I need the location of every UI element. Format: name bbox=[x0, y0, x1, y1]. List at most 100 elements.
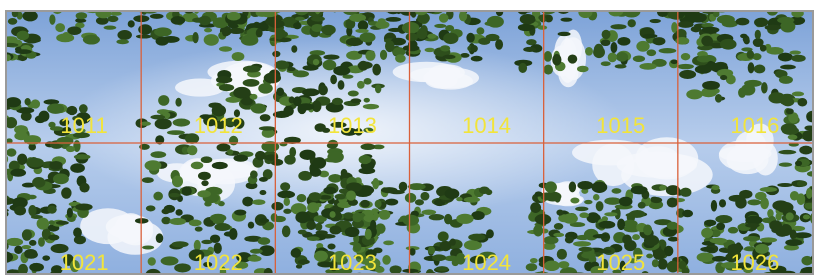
leaf bbox=[141, 6, 159, 14]
leaf bbox=[444, 214, 452, 224]
leaf bbox=[243, 79, 260, 87]
leaf bbox=[1, 43, 18, 47]
leaf bbox=[340, 0, 353, 5]
leaf bbox=[172, 176, 183, 188]
leaf bbox=[421, 210, 436, 215]
leaf bbox=[137, 0, 155, 8]
leaf bbox=[415, 199, 424, 205]
leaf bbox=[478, 38, 490, 45]
leaf bbox=[671, 60, 678, 64]
leaf bbox=[715, 94, 722, 103]
leaf bbox=[682, 210, 693, 218]
leaf bbox=[182, 186, 192, 196]
leaf bbox=[788, 0, 801, 7]
leaf bbox=[335, 194, 346, 199]
leaf bbox=[402, 22, 419, 34]
leaf bbox=[329, 226, 341, 235]
leaf bbox=[29, 263, 44, 272]
leaf bbox=[49, 220, 55, 225]
leaf bbox=[616, 52, 628, 62]
leaf bbox=[565, 236, 574, 243]
leaf bbox=[799, 146, 812, 155]
leaf bbox=[251, 103, 266, 113]
leaf bbox=[156, 233, 164, 243]
leaf bbox=[599, 221, 616, 229]
leaf bbox=[782, 127, 799, 135]
leaf bbox=[778, 53, 793, 62]
leaf bbox=[62, 32, 70, 39]
leaf bbox=[0, 217, 3, 225]
leaf bbox=[348, 90, 359, 96]
leaf bbox=[291, 45, 297, 52]
leaf bbox=[554, 223, 563, 230]
leaf bbox=[352, 213, 362, 223]
leaf bbox=[7, 0, 25, 7]
leaf bbox=[39, 111, 50, 122]
leaf bbox=[341, 169, 348, 177]
leaf bbox=[156, 37, 169, 46]
leaf bbox=[330, 211, 336, 218]
leaf bbox=[780, 65, 796, 70]
leaf bbox=[701, 36, 713, 47]
leaf bbox=[469, 3, 479, 9]
leaf bbox=[67, 208, 73, 218]
panel-label: 1025 bbox=[596, 250, 645, 275]
leaf bbox=[248, 222, 254, 229]
leaf bbox=[382, 0, 393, 4]
leaf bbox=[383, 240, 394, 245]
leaf bbox=[372, 64, 381, 76]
leaf bbox=[323, 55, 339, 60]
leaf bbox=[300, 2, 310, 6]
leaf bbox=[719, 199, 726, 207]
leaf bbox=[79, 104, 88, 113]
leaf bbox=[311, 16, 325, 21]
leaf bbox=[346, 182, 362, 192]
leaf bbox=[150, 151, 166, 158]
panel-label: 1015 bbox=[596, 113, 645, 138]
panel-label: 1014 bbox=[462, 113, 511, 138]
leaf bbox=[425, 48, 435, 52]
leaf bbox=[720, 75, 727, 80]
leaf bbox=[234, 0, 245, 2]
leaf bbox=[755, 192, 767, 200]
leaf bbox=[259, 177, 268, 182]
leaf bbox=[232, 52, 245, 61]
leaf bbox=[201, 156, 213, 163]
leaf bbox=[233, 0, 242, 1]
leaf bbox=[244, 0, 258, 7]
leaf bbox=[204, 201, 212, 206]
leaf bbox=[434, 0, 442, 8]
leaf bbox=[0, 120, 2, 130]
leaf bbox=[700, 247, 714, 252]
leaf bbox=[518, 24, 534, 31]
leaf bbox=[327, 243, 335, 249]
leaf bbox=[429, 214, 445, 220]
leaf bbox=[283, 209, 291, 214]
leaf bbox=[780, 224, 792, 236]
leaf bbox=[346, 191, 356, 201]
leaf bbox=[175, 98, 181, 107]
leaf bbox=[657, 8, 668, 17]
leaf bbox=[711, 185, 719, 190]
leaf bbox=[361, 143, 376, 150]
leaf bbox=[174, 263, 191, 272]
leaf bbox=[720, 39, 737, 50]
leaf bbox=[161, 208, 169, 214]
leaf bbox=[323, 187, 336, 195]
leaf bbox=[786, 212, 794, 220]
leaf bbox=[381, 187, 398, 193]
leaf bbox=[201, 240, 212, 244]
leaf bbox=[320, 0, 335, 6]
leaf bbox=[569, 181, 576, 192]
leaf bbox=[295, 17, 305, 21]
leaf bbox=[273, 3, 288, 10]
leaf bbox=[697, 56, 711, 63]
leaf bbox=[6, 148, 16, 156]
leaf bbox=[428, 246, 435, 254]
leaf bbox=[765, 25, 782, 31]
leaf bbox=[701, 228, 713, 238]
leaf bbox=[235, 0, 251, 4]
leaf bbox=[110, 11, 121, 15]
leaf bbox=[535, 214, 552, 225]
leaf bbox=[456, 197, 462, 201]
